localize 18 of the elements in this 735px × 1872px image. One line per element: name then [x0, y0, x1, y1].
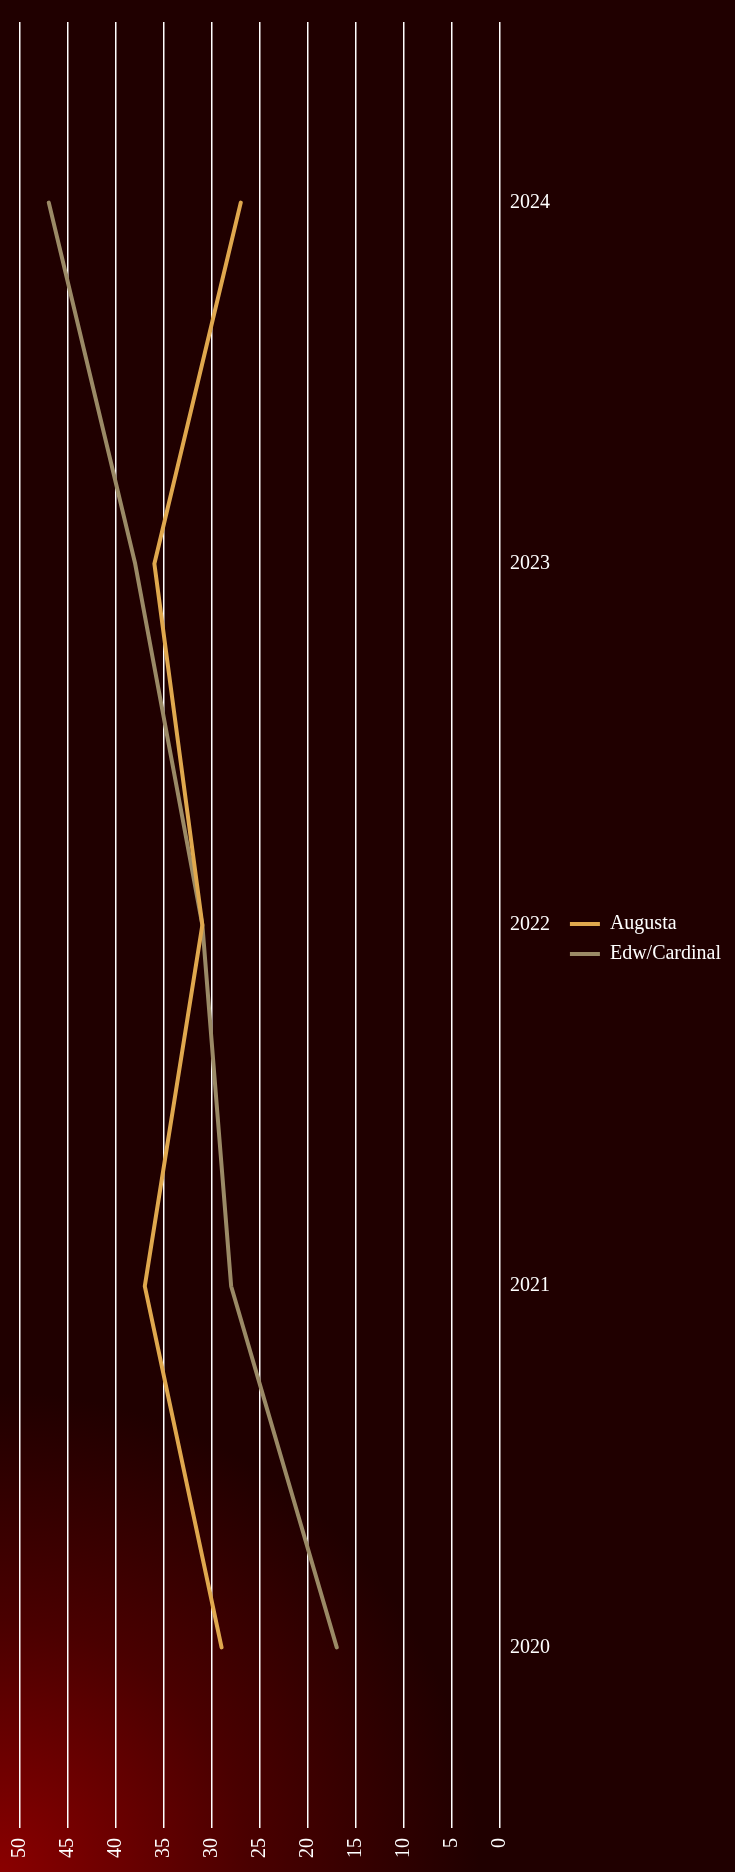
y-tick-label: 2020 — [509, 1634, 550, 1657]
legend-label: Edw/Cardinal — [609, 941, 722, 964]
x-tick-label: 15 — [343, 1838, 366, 1858]
y-tick-label: 2022 — [509, 912, 550, 935]
x-tick-label: 35 — [151, 1838, 174, 1858]
x-tick-label: 30 — [199, 1838, 222, 1858]
x-tick-label: 50 — [7, 1838, 30, 1858]
x-tick-label: 20 — [295, 1838, 318, 1858]
y-tick-label: 2021 — [509, 1273, 550, 1296]
y-tick-label: 2023 — [509, 551, 550, 574]
legend-label: Augusta — [609, 911, 677, 935]
x-tick-label: 40 — [103, 1838, 126, 1858]
x-tick-label: 45 — [55, 1838, 78, 1858]
x-tick-label: 25 — [247, 1838, 270, 1858]
y-tick-label: 2024 — [509, 189, 550, 212]
x-tick-label: 0 — [487, 1838, 510, 1848]
x-tick-label: 10 — [391, 1838, 414, 1858]
x-tick-label: 5 — [439, 1838, 462, 1848]
